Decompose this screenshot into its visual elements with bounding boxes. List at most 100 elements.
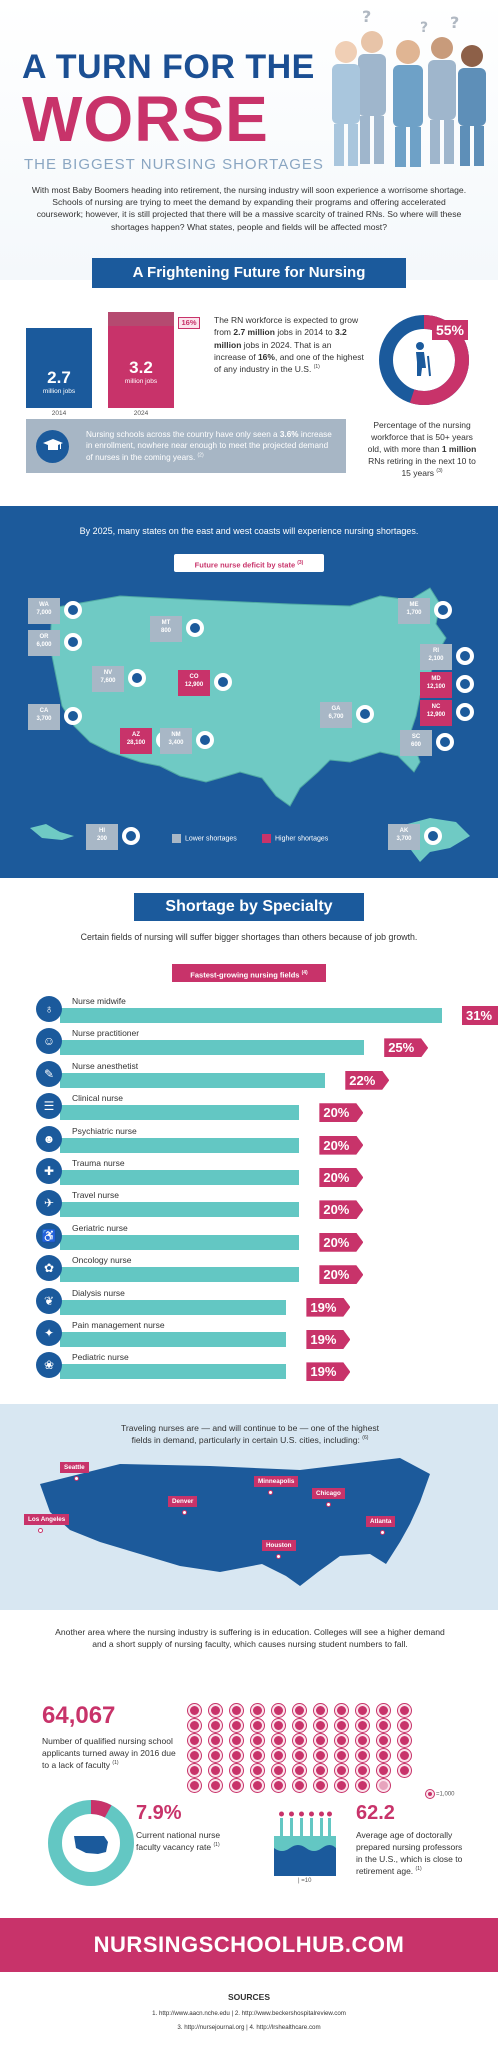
older-percent-badge: 55% [432, 320, 468, 340]
applicants-text: Number of qualified nursing school appli… [42, 1736, 182, 1772]
graduate-icon [230, 1704, 243, 1717]
specialty-bar [60, 1105, 300, 1121]
graduate-icon [293, 1749, 306, 1762]
state-label-nv: NV 7,600 [92, 666, 124, 692]
cake-key: | =10 [298, 1878, 312, 1884]
graduate-icon [209, 1704, 222, 1717]
legend-high-label: Higher shortages [275, 835, 329, 843]
syringe-icon: ✎ [36, 1060, 62, 1087]
graduate-icon [398, 1749, 411, 1762]
graduate-icon [188, 1764, 201, 1777]
city-label: Houston [262, 1540, 296, 1551]
legend-high-swatch [262, 834, 271, 843]
graduate-icon [293, 1704, 306, 1717]
state-ring-icon [434, 601, 452, 619]
state-deficit-value: 6,000 [36, 641, 52, 648]
city-dot [38, 1528, 43, 1533]
state-abbr: CA [39, 708, 49, 714]
graduate-icon [209, 1749, 222, 1762]
graduate-icon [314, 1779, 327, 1792]
state-ring-icon [436, 733, 454, 751]
map1-pill-label: Future nurse deficit by state [194, 560, 296, 570]
graduate-icon [209, 1719, 222, 1732]
bar-2014: 2.7 million jobs [26, 328, 92, 408]
vacancy-ref: (1) [213, 1842, 220, 1849]
sources-line-1: 1. http://www.aacn.nche.edu | 2. http://… [152, 2010, 346, 2017]
professor-age-text: Average age of doctorally prepared nursi… [356, 1830, 466, 1878]
rn-text-bold: 3.2 million [214, 327, 347, 350]
graduate-icon [377, 1764, 390, 1777]
state-deficit-value: 28,100 [126, 739, 146, 746]
graduate-icon [377, 1734, 390, 1747]
header: A TURN FOR THE WORSE THE BIGGEST NURSING… [0, 0, 498, 280]
bar-2014-year: 2014 [51, 410, 67, 417]
vacancy-donut-chart [48, 1800, 134, 1886]
specialty-bar [60, 1234, 300, 1250]
state-ring-icon [128, 669, 146, 687]
bar-2024-unit: million jobs [124, 378, 158, 385]
kidney-icon: ❦ [36, 1287, 62, 1314]
state-abbr: HI [99, 828, 105, 834]
city-label: Atlanta [366, 1516, 396, 1527]
state-deficit-value: 12,900 [184, 681, 204, 688]
nurse-icon: ☺ [36, 1028, 62, 1055]
graduate-icon [188, 1779, 201, 1792]
state-ring-icon [424, 827, 442, 845]
graduate-icon [272, 1704, 285, 1717]
sources-title: SOURCES [227, 1992, 271, 2002]
map2-intro-ref: (6) [362, 1435, 369, 1442]
graduate-icon [377, 1719, 390, 1732]
state-abbr: MD [431, 676, 441, 682]
city-dot [74, 1476, 79, 1481]
site-footer-banner: NURSINGSCHOOLHUB.COM [0, 1918, 498, 1972]
graduate-icon [209, 1779, 222, 1792]
graduate-icon [356, 1764, 369, 1777]
enroll-text-part: increase in enrollment, nowhere near eno… [86, 430, 332, 462]
state-ring-icon [456, 647, 474, 665]
graduate-icon [209, 1764, 222, 1777]
specialty-bar [60, 1202, 300, 1218]
state-deficit-value: 3,700 [36, 715, 52, 722]
svg-text:?: ? [450, 13, 459, 32]
graduate-icon [188, 1749, 201, 1762]
title-line-1: A TURN FOR THE [22, 48, 315, 86]
graduate-icon [251, 1734, 264, 1747]
specialty-row: ✚ Trauma nurse 20% [36, 1158, 476, 1188]
graduate-key: =1,000 [426, 1790, 455, 1798]
city-label: Minneapolis [254, 1476, 299, 1487]
state-ring-icon [456, 703, 474, 721]
specialty-bar [60, 1072, 326, 1088]
graduate-icon [314, 1734, 327, 1747]
graduate-icon [293, 1779, 306, 1792]
legend-high: Higher shortages [262, 834, 328, 843]
city-label: Los Angeles [24, 1514, 70, 1525]
state-abbr: NM [171, 732, 181, 738]
state-deficit-value: 12,900 [426, 711, 446, 718]
state-abbr: NV [103, 670, 113, 676]
title-line-2: WORSE [22, 83, 269, 155]
specialty-percent: 20% [319, 1135, 364, 1155]
state-label-wa: WA 7,000 [28, 598, 60, 624]
state-deficit-value: 6,700 [328, 713, 344, 720]
specialty-percent: 19% [306, 1297, 351, 1317]
state-ring-icon [64, 633, 82, 651]
graduate-icon [314, 1764, 327, 1777]
state-deficit-value: 200 [96, 835, 107, 842]
graduate-icon [377, 1749, 390, 1762]
rn-text-part: jobs in 2014 to [274, 327, 335, 338]
walker-icon: ♿ [36, 1222, 62, 1249]
state-abbr: SC [411, 734, 421, 740]
state-label-ca: CA 3,700 [28, 704, 60, 730]
city-dot [268, 1490, 273, 1495]
increase-badge: 16% [178, 317, 200, 329]
state-label-me: ME 1,700 [398, 598, 430, 624]
vacancy-percent: 7.9% [136, 1802, 182, 1824]
state-label-ri: RI 2,100 [420, 644, 452, 670]
pain-icon: ✦ [36, 1320, 62, 1346]
nurses-group-illustration: ? ? ? [332, 8, 486, 167]
specialty-name: Oncology nurse [72, 1255, 132, 1266]
map2-intro-text: Traveling nurses are — and will continue… [120, 1423, 380, 1446]
specialty-percent: 20% [319, 1103, 364, 1123]
specialty-name: Pediatric nurse [72, 1352, 129, 1363]
graduate-icon [356, 1704, 369, 1717]
